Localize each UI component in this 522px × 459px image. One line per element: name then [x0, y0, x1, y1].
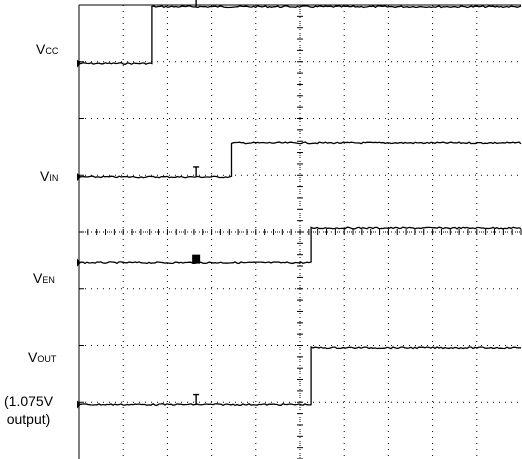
graticule — [78, 4, 522, 459]
trace-vcc — [78, 5, 522, 65]
trigger-markers — [192, 0, 201, 405]
vout-output-note: (1.075V output) — [4, 392, 53, 428]
waveforms — [77, 5, 522, 409]
ven-label: VEN — [33, 270, 55, 286]
vin-label: VIN — [40, 168, 59, 184]
trigger-marker-vout — [193, 393, 200, 405]
vout-note-line1: (1.075V — [4, 393, 54, 409]
trigger-marker-ven — [192, 254, 201, 264]
trace-vout — [78, 345, 521, 407]
vout-note-line2: output) — [6, 411, 51, 427]
trace-vin — [78, 141, 522, 179]
trigger-marker-vcc — [195, 0, 197, 7]
channel-marker-ven — [77, 258, 81, 267]
channel-marker-vin — [77, 172, 81, 181]
channel-marker-vcc — [77, 59, 81, 68]
channel-marker-vout — [77, 400, 81, 409]
trigger-marker-vin — [193, 166, 200, 177]
vout-label: VOUT — [28, 349, 57, 365]
vcc-label: VCC — [36, 41, 59, 57]
trace-ven — [78, 226, 522, 265]
